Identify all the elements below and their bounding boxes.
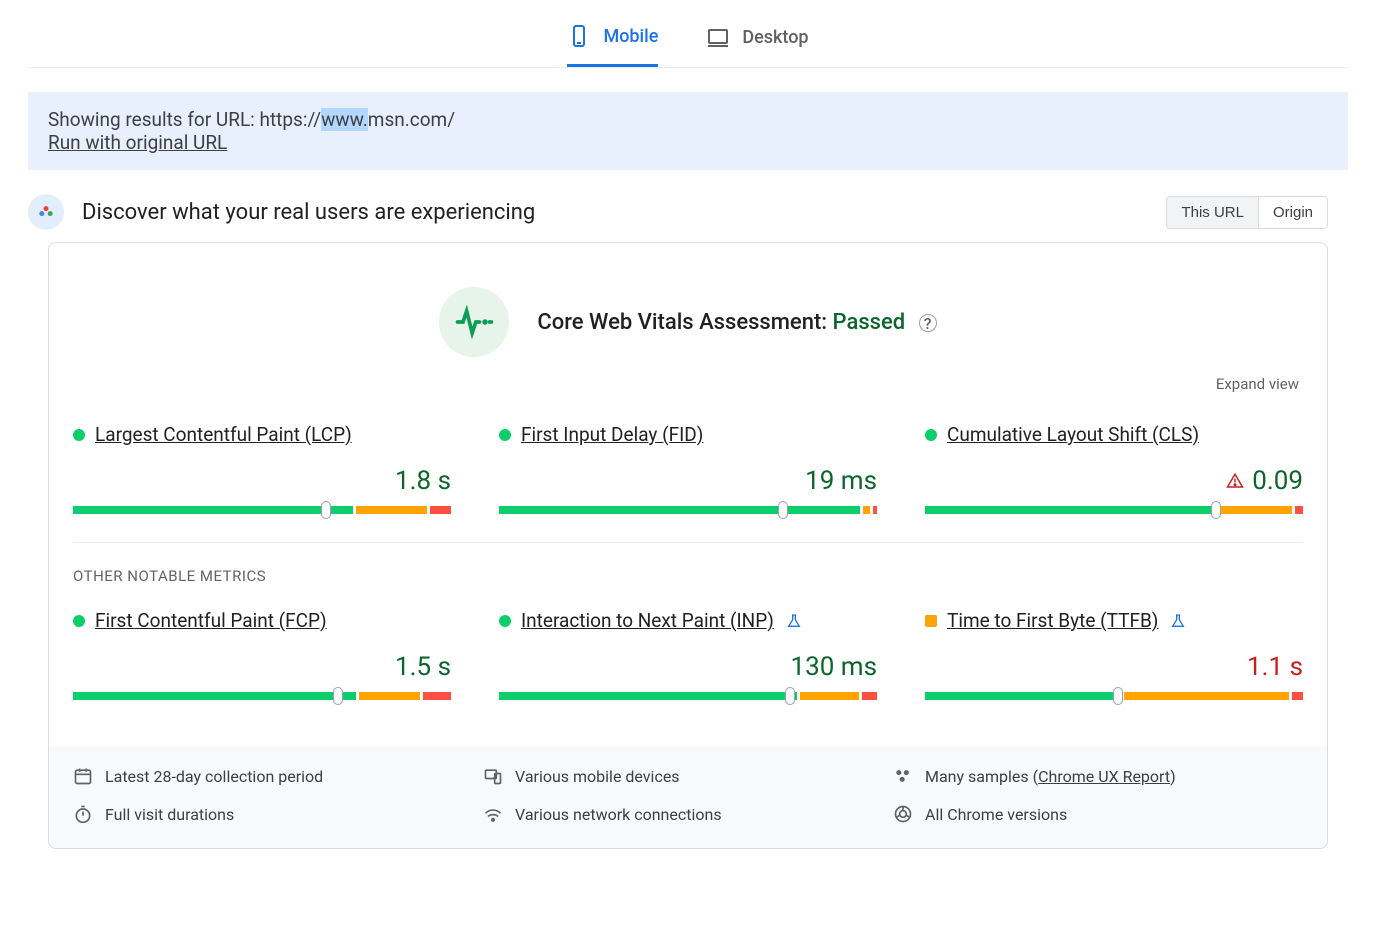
core-metric-0: Largest Contentful Paint (LCP) 1.8 s xyxy=(73,423,451,514)
bar-marker xyxy=(321,501,331,519)
footer-samples: Many samples (Chrome UX Report) xyxy=(893,766,1303,786)
metric-value: 1.1 s xyxy=(1247,652,1303,682)
scope-this-url-button[interactable]: This URL xyxy=(1167,197,1258,228)
metric-name-link[interactable]: Largest Contentful Paint (LCP) xyxy=(95,423,352,446)
footer-durations: Full visit durations xyxy=(73,804,483,824)
metric-value: 0.09 xyxy=(1252,466,1303,496)
status-dot xyxy=(925,429,937,441)
distribution-bar xyxy=(925,692,1303,700)
distribution-bar xyxy=(925,506,1303,514)
assessment-status: Passed xyxy=(833,310,906,335)
assessment-label: Core Web Vitals Assessment: xyxy=(537,310,832,335)
other-metrics-row: First Contentful Paint (FCP) 1.5 s Inter… xyxy=(49,585,1327,728)
metric-name-link[interactable]: First Contentful Paint (FCP) xyxy=(95,609,327,632)
status-dot xyxy=(499,615,511,627)
footer-versions: All Chrome versions xyxy=(893,804,1303,824)
device-tabs: Mobile Desktop xyxy=(28,0,1348,68)
assessment-header: Core Web Vitals Assessment: Passed ? xyxy=(49,267,1327,367)
footer-connections: Various network connections xyxy=(483,804,893,824)
status-dot xyxy=(925,615,937,627)
run-original-url-link[interactable]: Run with original URL xyxy=(48,131,227,154)
distribution-bar xyxy=(73,692,451,700)
url-suffix: msn.com/ xyxy=(368,108,455,131)
pulse-icon xyxy=(439,287,509,357)
assessment-card: Core Web Vitals Assessment: Passed ? Exp… xyxy=(48,242,1328,849)
core-metric-1: First Input Delay (FID) 19 ms xyxy=(499,423,877,514)
crux-badge-icon xyxy=(28,194,64,230)
tab-mobile-label: Mobile xyxy=(603,26,658,47)
status-dot xyxy=(73,615,85,627)
metric-name-link[interactable]: First Input Delay (FID) xyxy=(521,423,703,446)
chrome-icon xyxy=(893,804,913,824)
distribution-bar xyxy=(499,692,877,700)
other-metric-2: Time to First Byte (TTFB) 1.1 s xyxy=(925,609,1303,700)
distribution-bar xyxy=(73,506,451,514)
bar-marker xyxy=(333,687,343,705)
url-banner: Showing results for URL: https://www.msn… xyxy=(28,92,1348,170)
expand-view-link[interactable]: Expand view xyxy=(49,367,1327,399)
footer-devices: Various mobile devices xyxy=(483,766,893,786)
help-icon[interactable]: ? xyxy=(919,314,937,332)
metric-value: 1.8 s xyxy=(395,466,451,496)
scope-toggle: This URL Origin xyxy=(1166,196,1328,229)
core-metric-2: Cumulative Layout Shift (CLS) 0.09 xyxy=(925,423,1303,514)
metric-value: 19 ms xyxy=(805,466,877,496)
tab-mobile[interactable]: Mobile xyxy=(567,24,658,67)
footer-info: Latest 28-day collection period Various … xyxy=(49,746,1327,848)
calendar-icon xyxy=(73,766,93,786)
other-metric-1: Interaction to Next Paint (INP) 130 ms xyxy=(499,609,877,700)
tab-desktop-label: Desktop xyxy=(742,27,808,48)
scope-origin-button[interactable]: Origin xyxy=(1258,197,1327,228)
bar-marker xyxy=(1113,687,1123,705)
metric-value: 130 ms xyxy=(790,652,877,682)
warn-triangle-icon xyxy=(1226,472,1244,490)
experimental-flask-icon xyxy=(1170,613,1186,629)
distribution-bar xyxy=(499,506,877,514)
url-highlight: www. xyxy=(321,108,368,131)
core-metrics-row: Largest Contentful Paint (LCP) 1.8 s Fir… xyxy=(49,399,1327,542)
url-prefix: Showing results for URL: https:// xyxy=(48,108,321,131)
network-icon xyxy=(483,804,503,824)
desktop-icon xyxy=(706,26,730,50)
metric-name-link[interactable]: Time to First Byte (TTFB) xyxy=(947,609,1158,632)
samples-icon xyxy=(893,766,913,786)
crux-report-link[interactable]: Chrome UX Report xyxy=(1038,767,1170,786)
bar-marker xyxy=(1211,501,1221,519)
status-dot xyxy=(499,429,511,441)
metric-name-link[interactable]: Interaction to Next Paint (INP) xyxy=(521,609,774,632)
section-title: Discover what your real users are experi… xyxy=(82,200,535,225)
status-dot xyxy=(73,429,85,441)
mobile-icon xyxy=(567,24,591,48)
bar-marker xyxy=(778,501,788,519)
bar-marker xyxy=(785,687,795,705)
stopwatch-icon xyxy=(73,804,93,824)
metric-value: 1.5 s xyxy=(395,652,451,682)
metric-name-link[interactable]: Cumulative Layout Shift (CLS) xyxy=(947,423,1199,446)
other-metric-0: First Contentful Paint (FCP) 1.5 s xyxy=(73,609,451,700)
devices-icon xyxy=(483,766,503,786)
experimental-flask-icon xyxy=(786,613,802,629)
tab-desktop[interactable]: Desktop xyxy=(706,24,808,67)
footer-period: Latest 28-day collection period xyxy=(73,766,483,786)
other-metrics-header: OTHER NOTABLE METRICS xyxy=(49,543,1327,585)
